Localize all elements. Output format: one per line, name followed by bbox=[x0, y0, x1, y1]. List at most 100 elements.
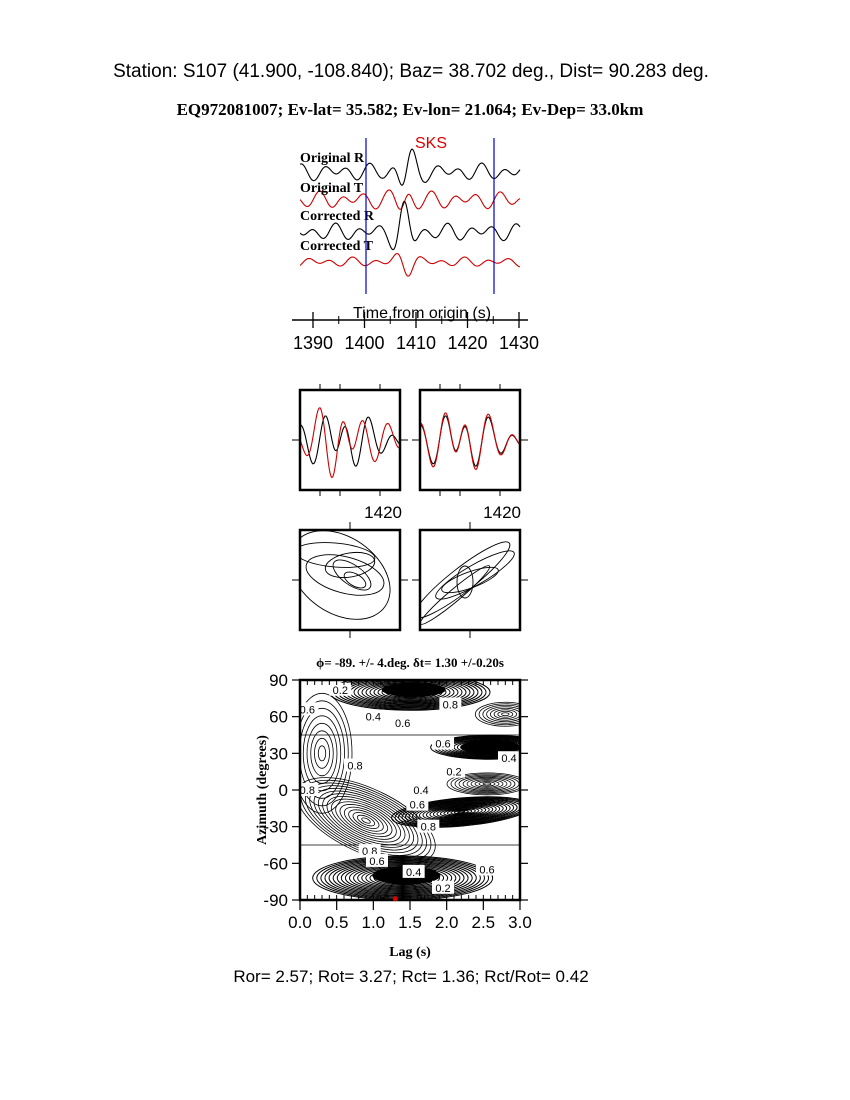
time-axis-ticks: 1390 1400 1410 1420 1430 bbox=[293, 312, 539, 353]
contour-line bbox=[361, 817, 371, 824]
contour-line bbox=[489, 707, 520, 721]
seismogram-traces bbox=[300, 148, 521, 277]
contour-line bbox=[356, 814, 376, 827]
contour-line bbox=[344, 863, 461, 893]
waveform-panel-corrected bbox=[420, 412, 520, 471]
contour-label-bg bbox=[410, 783, 432, 796]
contour-line bbox=[458, 775, 516, 792]
particle-motion-loop bbox=[324, 551, 376, 579]
contour-line bbox=[339, 804, 393, 838]
trace-0 bbox=[300, 148, 521, 186]
particle-motion-loop bbox=[332, 559, 372, 591]
contour-label-bg bbox=[402, 864, 425, 878]
x-tick-label: 0.0 bbox=[288, 913, 312, 932]
contour-line bbox=[470, 779, 504, 789]
time-tick-label: 1400 bbox=[344, 333, 384, 353]
contour-line bbox=[454, 774, 520, 794]
time-tick-label: 1420 bbox=[447, 333, 487, 353]
x-tick-label: 0.5 bbox=[325, 913, 349, 932]
y-tick-label: -30 bbox=[263, 818, 288, 837]
event-info: EQ972081007; Ev-lat= 35.582; Ev-lon= 21.… bbox=[177, 100, 644, 119]
contour-label: 0.6 bbox=[369, 856, 384, 868]
contour-label-bg bbox=[366, 853, 388, 867]
waveform-transverse bbox=[420, 412, 520, 471]
x-tick-label: 2.0 bbox=[435, 913, 459, 932]
contour-line bbox=[453, 809, 469, 815]
y-tick-label: 90 bbox=[269, 671, 288, 690]
contour-line bbox=[322, 793, 410, 848]
contour-label: 0.2 bbox=[435, 883, 450, 895]
trace-label-original-r: Original R bbox=[300, 151, 365, 166]
contour-line bbox=[474, 701, 520, 727]
contour-label: 0.6 bbox=[410, 800, 425, 812]
contour-line bbox=[439, 806, 483, 818]
trace-label-original-t: Original T bbox=[300, 181, 364, 196]
contour-line bbox=[352, 812, 380, 830]
waveform-tick-label-1: 1420 bbox=[364, 503, 402, 522]
contour-label: 0.6 bbox=[395, 718, 410, 730]
y-tick-label: -90 bbox=[263, 891, 288, 910]
contour-minimum-fill bbox=[460, 740, 520, 755]
contour-label-bg bbox=[391, 715, 414, 729]
y-tick-label: -60 bbox=[263, 854, 288, 873]
waveform-tick-label-2: 1420 bbox=[483, 503, 521, 522]
contour-line bbox=[343, 806, 389, 835]
particle-motion-loop bbox=[305, 554, 385, 596]
contour-line bbox=[313, 787, 419, 854]
waveform-box-2 bbox=[418, 388, 522, 492]
contour-line bbox=[486, 706, 520, 723]
particle-motion-loop bbox=[300, 542, 376, 568]
contour-label-bg bbox=[432, 880, 454, 894]
contour-line bbox=[429, 804, 494, 820]
contour-line bbox=[450, 809, 473, 815]
trace-3 bbox=[300, 252, 521, 277]
x-tick-label: 3.0 bbox=[508, 913, 532, 932]
x-tick-label: 2.5 bbox=[472, 913, 496, 932]
trace-label-corrected-t: Corrected T bbox=[300, 239, 374, 254]
particle-motion-loop bbox=[420, 565, 491, 625]
contour-line bbox=[432, 805, 490, 819]
contour-label: 0.4 bbox=[413, 785, 428, 797]
time-tick-label: 1430 bbox=[499, 333, 539, 353]
contour-line bbox=[474, 780, 500, 788]
contour-line bbox=[317, 745, 327, 762]
contour-line bbox=[340, 862, 465, 894]
contour-line bbox=[300, 777, 436, 864]
x-tick-label: 1.0 bbox=[362, 913, 386, 932]
contour-label: 0.4 bbox=[366, 712, 381, 724]
contour-label: 0.2 bbox=[333, 685, 348, 697]
contour-label: 0.4 bbox=[406, 867, 421, 879]
contour-labels: 0.2 0.6 0.4 0.6 0.8 0.6 0.4 0.2 0.8 0.8 0.4 0.6 0.8 0… bbox=[296, 682, 520, 895]
contour-label-bg bbox=[417, 819, 440, 833]
contour-line bbox=[418, 802, 504, 822]
contour-line bbox=[450, 773, 520, 795]
ratios-info: Ror= 2.57; Rot= 3.27; Rct= 1.36; Rct/Rot… bbox=[233, 967, 588, 986]
particle-motion-loop bbox=[300, 530, 391, 620]
contour-line bbox=[405, 799, 518, 825]
trace-1 bbox=[300, 189, 521, 210]
contour-label-bg bbox=[296, 783, 319, 796]
contour-label: 0.2 bbox=[446, 767, 461, 779]
contour-line bbox=[436, 806, 487, 818]
contour-label: 0.8 bbox=[421, 822, 436, 834]
contour-line bbox=[398, 797, 520, 827]
particle-box-2 bbox=[418, 528, 522, 632]
contour-label: 0.8 bbox=[300, 785, 315, 797]
particle-motion-loop bbox=[343, 571, 367, 589]
contour-line bbox=[415, 801, 508, 823]
contour-line bbox=[302, 715, 342, 792]
contour-label-bg bbox=[443, 764, 465, 778]
contour-label: 0.6 bbox=[300, 704, 315, 716]
contour-line bbox=[300, 707, 345, 799]
particle-motion-loop bbox=[456, 565, 474, 599]
particle-motion-original bbox=[300, 530, 391, 620]
contour-line bbox=[466, 777, 508, 790]
contour-label: 0.4 bbox=[501, 753, 516, 765]
time-tick-label: 1390 bbox=[293, 333, 333, 353]
contour-line bbox=[482, 704, 520, 724]
waveform-box-1 bbox=[298, 388, 402, 492]
best-fit-marker bbox=[392, 896, 398, 902]
contour-line bbox=[300, 700, 349, 807]
